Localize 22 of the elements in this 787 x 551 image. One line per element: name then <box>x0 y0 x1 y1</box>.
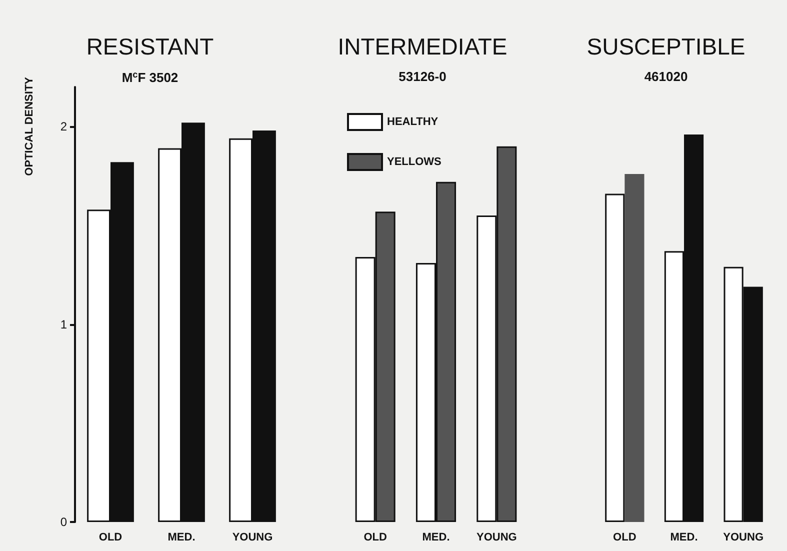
chart-title: INTERMEDIATE <box>338 34 508 60</box>
x-tick-label: YOUNG <box>232 532 273 544</box>
x-tick-label: YOUNG <box>476 532 517 544</box>
legend-label: HEALTHY <box>387 116 439 128</box>
bar <box>605 194 625 522</box>
x-tick-label: OLD <box>98 532 122 544</box>
y-tick-label: 0 <box>60 515 68 529</box>
y-axis-title: OPTICAL DENSITY <box>24 76 36 176</box>
chart-title: SUSCEPTIBLE <box>586 34 746 60</box>
x-tick-label: MED. <box>422 532 450 544</box>
x-tick-label: MED. <box>168 532 196 544</box>
chart-subtitle: 53126-0 <box>398 69 446 84</box>
x-tick-label: YOUNG <box>723 532 764 544</box>
y-tick-label: 2 <box>60 120 68 134</box>
chart-title: RESISTANT <box>86 34 214 60</box>
legend-label: YELLOWS <box>387 156 442 168</box>
x-tick-label: MED. <box>670 532 698 544</box>
chart-subtitle: 461020 <box>644 69 688 84</box>
x-tick-label: OLD <box>364 532 387 544</box>
y-tick-label: 1 <box>60 317 68 332</box>
bar <box>624 174 644 522</box>
x-tick-label: OLD <box>613 532 636 544</box>
